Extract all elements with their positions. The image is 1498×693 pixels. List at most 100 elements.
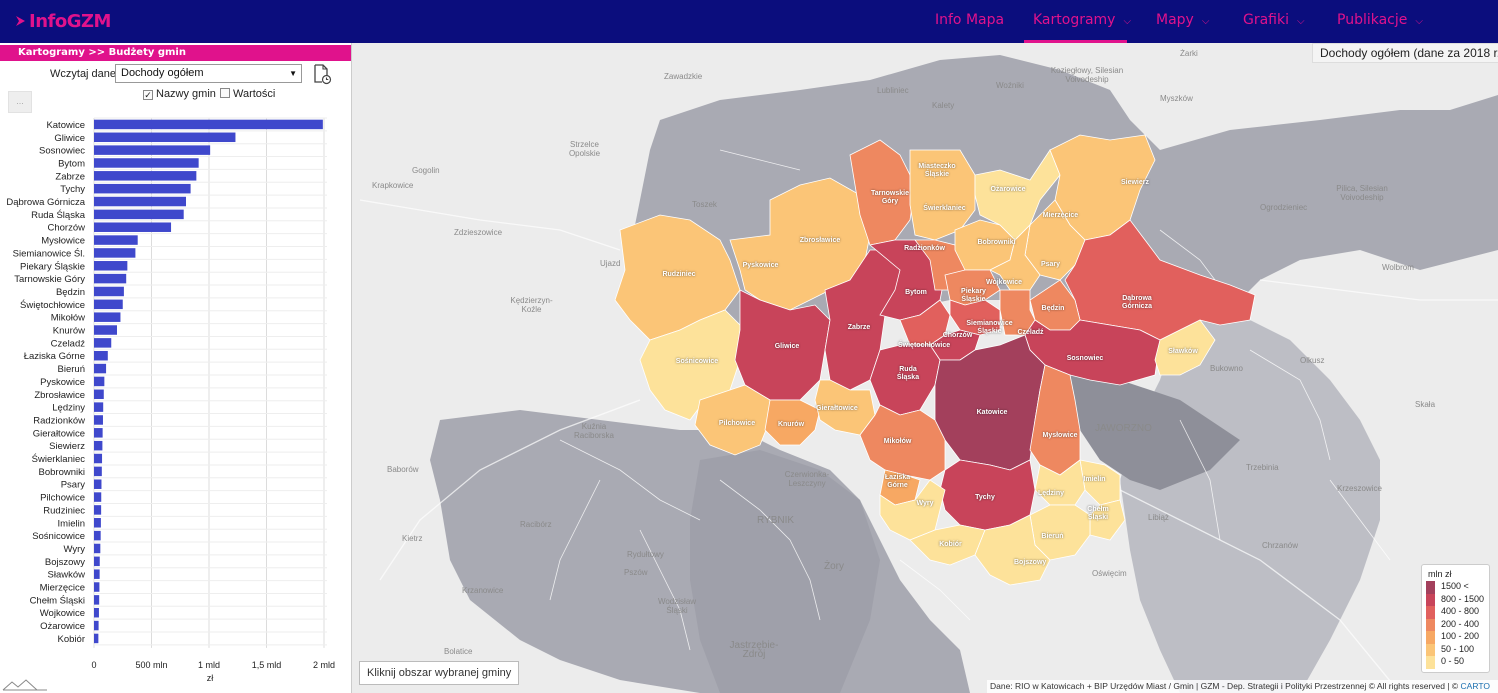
- legend-label: 400 - 800: [1441, 606, 1480, 616]
- basemap-label: Kuźnia Raciborska: [573, 422, 614, 440]
- basemap-label: Oświęcim: [1092, 569, 1127, 578]
- nav-mapy[interactable]: Mapy ⌵: [1156, 12, 1210, 28]
- municipality-label: Rudziniec: [662, 271, 696, 278]
- chart-bar[interactable]: [94, 132, 236, 143]
- chart-tick-label: 0: [91, 660, 96, 670]
- nav-kartogramy[interactable]: Kartogramy ⌵: [1033, 12, 1132, 28]
- chart-category-label: Chełm Śląski: [30, 594, 85, 606]
- chart-bar[interactable]: [94, 299, 123, 310]
- chart-bar[interactable]: [94, 607, 99, 618]
- diamond-logo-icon: [16, 16, 25, 26]
- legend-item: 800 - 1500: [1426, 593, 1485, 606]
- chart-bar[interactable]: [94, 582, 100, 592]
- chart-bar[interactable]: [94, 620, 99, 631]
- chart-bar[interactable]: [94, 415, 103, 425]
- chart-bar[interactable]: [94, 273, 127, 284]
- chart-bar[interactable]: [94, 595, 100, 605]
- chart-category-label: Bobrowniki: [39, 467, 85, 478]
- chart-bar[interactable]: [94, 633, 99, 644]
- legend-label: 0 - 50: [1441, 656, 1465, 666]
- chart-bar[interactable]: [94, 543, 101, 554]
- chart-bar[interactable]: [94, 518, 101, 528]
- chart-bar[interactable]: [94, 492, 102, 502]
- basemap-label: Krzanowice: [462, 586, 504, 595]
- chart-bar[interactable]: [94, 428, 103, 438]
- municipality-label: Bojszowy: [1014, 559, 1047, 566]
- map-area[interactable]: Zawadzkie Żarki Lubliniec Koziegłowy, Si…: [352, 43, 1498, 693]
- chart-bar[interactable]: [94, 556, 100, 567]
- chart-bar[interactable]: [94, 196, 186, 207]
- chart-category-label: Ruda Śląska: [31, 209, 86, 221]
- chart-bar[interactable]: [94, 248, 136, 258]
- chart-bar[interactable]: [94, 222, 172, 232]
- municipality-label: Zabrze: [847, 324, 871, 331]
- names-checkbox[interactable]: ✓ Nazwy gmin: [143, 88, 216, 100]
- chart-bar[interactable]: [94, 209, 184, 220]
- municipality-label: Siewierz: [1120, 179, 1149, 186]
- more-options-button[interactable]: ...: [8, 91, 32, 113]
- nav-info-mapa[interactable]: Info Mapa: [935, 12, 1005, 28]
- chart-bar[interactable]: [94, 338, 112, 348]
- chart-bar[interactable]: [94, 530, 101, 541]
- municipality-label: Siemianowice Śląskie: [966, 320, 1013, 335]
- municipality-label: Będzin: [1041, 305, 1065, 312]
- municipality-label: Świętochłowice: [898, 342, 951, 349]
- basemap-label: Zdzieszowice: [454, 228, 503, 237]
- chart-bar[interactable]: [94, 505, 102, 515]
- chart-category-label: Bieruń: [58, 364, 85, 375]
- chart-bar[interactable]: [94, 440, 103, 451]
- chart-bar[interactable]: [94, 235, 138, 245]
- chart-bar[interactable]: [94, 183, 191, 194]
- chart-category-label: Katowice: [46, 120, 85, 131]
- municipality-label: Knurów: [777, 421, 805, 428]
- chart-bar[interactable]: [94, 479, 102, 489]
- infogzm-logo[interactable]: InfoGZM: [16, 11, 111, 32]
- values-checkbox[interactable]: Wartości: [220, 88, 275, 100]
- chart-bar[interactable]: [94, 453, 103, 464]
- chart-category-label: Sośnicowice: [32, 531, 85, 542]
- municipality-label: Chorzów: [942, 332, 973, 339]
- data-select-dropdown[interactable]: Dochody ogółem ▼: [115, 64, 302, 83]
- chart-category-label: Czeladź: [51, 338, 86, 349]
- chart-bar[interactable]: [94, 350, 108, 361]
- chart-bar[interactable]: [94, 119, 323, 130]
- chart-bar[interactable]: [94, 312, 121, 322]
- chart-x-axis-label: zł: [207, 673, 214, 683]
- chart-bar[interactable]: [94, 145, 211, 155]
- chart-bar[interactable]: [94, 402, 104, 412]
- nav-grafiki[interactable]: Grafiki ⌵: [1243, 12, 1305, 28]
- municipality-label: Imielin: [1083, 476, 1106, 483]
- chart-bar[interactable]: [94, 466, 102, 477]
- chart-bar[interactable]: [94, 158, 199, 168]
- map-canvas[interactable]: [352, 43, 1498, 693]
- chart-bar[interactable]: [94, 286, 124, 297]
- chart-category-label: Wojkowice: [40, 608, 85, 619]
- municipality-label: Pilchowice: [718, 420, 756, 427]
- legend-item: 100 - 200: [1426, 631, 1485, 644]
- legend-item: 400 - 800: [1426, 606, 1485, 619]
- chart-bar[interactable]: [94, 261, 128, 271]
- nav-publikacje[interactable]: Publikacje ⌵: [1337, 12, 1423, 28]
- municipality-label: Kobiór: [939, 541, 962, 548]
- chart-bar[interactable]: [94, 363, 107, 374]
- municipality-label: Miasteczko Śląskie: [918, 163, 956, 178]
- municipality-label: Tychy: [975, 494, 995, 501]
- basemap-label: Libiąż: [1148, 513, 1169, 522]
- chart-bar[interactable]: [94, 325, 117, 335]
- legend-label: 1500 <: [1441, 581, 1469, 591]
- chart-bar[interactable]: [94, 389, 104, 400]
- chart-bar[interactable]: [94, 376, 105, 387]
- municipality-label: Zbrosławice: [799, 237, 841, 244]
- municipality-label: Ożarowice: [990, 186, 1026, 193]
- chart-bar[interactable]: [94, 171, 197, 181]
- municipality-label: Mikołów: [883, 438, 912, 445]
- chart-bar[interactable]: [94, 569, 100, 579]
- mountain-icon: [2, 679, 47, 691]
- document-refresh-icon[interactable]: [312, 63, 332, 85]
- chart-category-label: Świętochłowice: [20, 299, 85, 311]
- carto-link[interactable]: CARTO: [1460, 681, 1490, 691]
- municipality-label: Psary: [1040, 261, 1061, 268]
- basemap-label: Strzelce Opolskie: [568, 140, 601, 158]
- chart-grid: [93, 117, 327, 648]
